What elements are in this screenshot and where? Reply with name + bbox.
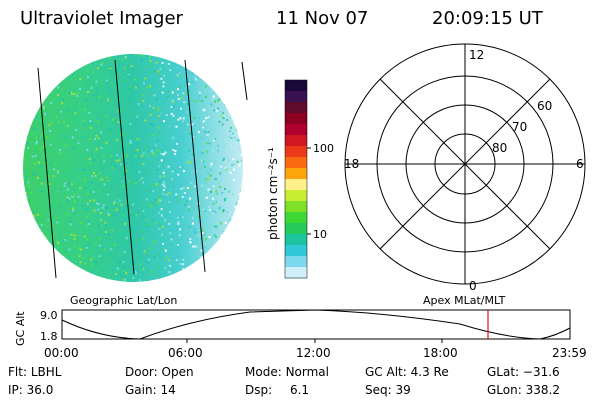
longitude-line-3 <box>184 59 206 273</box>
timeline-left-label: Geographic Lat/Lon <box>70 294 177 307</box>
status-filter: Flt: LBHL <box>8 366 61 379</box>
timeline-ytick-9: 9.0 <box>40 309 58 322</box>
lat-label-60: 60 <box>537 99 552 113</box>
polar-diagonal-2 <box>379 78 551 250</box>
colorbar-swatch <box>285 157 307 169</box>
uv-image-disk <box>23 54 243 282</box>
mlt-label-6: 6 <box>576 157 584 171</box>
status-mode-label: Mode: <box>245 365 282 379</box>
colorbar-swatch <box>285 190 307 202</box>
timeline-ytick-1.8: 1.8 <box>40 330 58 343</box>
timeline-xtick-0000: 00:00 <box>44 346 79 360</box>
status-glat-label: GLat: <box>487 365 520 379</box>
timeline-xtick-1800: 18:00 <box>423 346 458 360</box>
longitude-line-2 <box>114 59 135 275</box>
status-mode-value: Normal <box>285 365 329 379</box>
timeline-right-label: Apex MLat/MLT <box>423 294 506 307</box>
status-gc-alt-label: GC Alt: <box>365 365 407 379</box>
status-glon-label: GLon: <box>487 383 522 397</box>
status-glat: GLat: −31.6 <box>487 366 560 379</box>
status-ip-label: IP: <box>8 383 23 397</box>
longitude-line-1 <box>37 67 57 279</box>
colorbar-unit-label: photon cm⁻²s⁻¹ <box>266 147 280 240</box>
timeline-xtick-1200: 12:00 <box>296 346 331 360</box>
colorbar-swatch <box>285 267 307 279</box>
colorbar-swatch <box>285 91 307 103</box>
status-filter-value: LBHL <box>30 365 62 379</box>
colorbar-swatch <box>285 234 307 246</box>
colorbar-label-100: 100 <box>313 142 334 155</box>
altitude-timeline: 9.0 1.8 GC Alt Geographic Lat/Lon Apex M… <box>14 294 587 360</box>
status-mode: Mode: Normal <box>245 366 329 379</box>
status-gain-value: 14 <box>160 383 176 397</box>
mlt-label-0: 0 <box>469 279 477 293</box>
status-door-label: Door: <box>125 365 158 379</box>
status-glon: GLon: 338.2 <box>487 384 560 397</box>
mlt-label-18: 18 <box>344 157 359 171</box>
colorbar-swatch <box>285 179 307 191</box>
colorbar-swatch <box>285 168 307 180</box>
colorbar-swatch <box>285 245 307 257</box>
timeline-ylabel: GC Alt <box>14 311 27 346</box>
colorbar-swatch <box>285 135 307 147</box>
status-dsp-label: Dsp: <box>245 383 273 397</box>
polar-grid <box>344 43 586 285</box>
timeline-xtick-2359: 23:59 <box>552 346 587 360</box>
status-ip-value: 36.0 <box>26 383 54 397</box>
status-gain-label: Gain: <box>125 383 157 397</box>
status-ip: IP: 36.0 <box>8 384 53 397</box>
colorbar-swatch <box>285 256 307 268</box>
status-seq: Seq: 39 <box>365 384 411 397</box>
timeline-xtick-0600: 06:00 <box>168 346 203 360</box>
colorbar-swatch <box>285 201 307 213</box>
status-door: Door: Open <box>125 366 194 379</box>
colorbar-frame <box>284 79 308 279</box>
status-door-value: Open <box>161 365 194 379</box>
observation-time: 20:09:15 UT <box>432 8 543 29</box>
status-gc-alt: GC Alt: 4.3 Re <box>365 366 449 379</box>
lat-label-70: 70 <box>512 120 527 134</box>
status-seq-value: 39 <box>395 383 411 397</box>
status-dsp: Dsp: 6.1 <box>245 384 309 397</box>
colorbar-swatch <box>285 146 307 158</box>
uv-image <box>23 54 248 282</box>
status-gc-alt-value: 4.3 Re <box>410 365 449 379</box>
colorbar-swatch <box>285 212 307 224</box>
colorbar-swatch <box>285 124 307 136</box>
colorbar-label-10: 10 <box>313 228 327 241</box>
colorbar: 100 10 photon cm⁻²s⁻¹ <box>266 79 334 279</box>
colorbar-swatch <box>285 80 307 92</box>
observation-date: 11 Nov 07 <box>276 8 369 29</box>
colorbar-swatch <box>285 223 307 235</box>
status-glat-value: −31.6 <box>522 365 560 379</box>
colorbar-swatch <box>285 102 307 114</box>
colorbar-swatch <box>285 113 307 125</box>
lat-label-80: 80 <box>492 141 507 155</box>
status-gain: Gain: 14 <box>125 384 176 397</box>
altitude-curve <box>61 309 571 340</box>
mlt-label-12: 12 <box>469 48 484 62</box>
instrument-title: Ultraviolet Imager <box>20 8 183 29</box>
longitude-line-4 <box>241 61 248 101</box>
status-filter-label: Flt: <box>8 365 27 379</box>
timeline-frame <box>61 309 571 340</box>
status-glon-value: 338.2 <box>525 383 560 397</box>
status-dsp-value: 6.1 <box>289 383 310 397</box>
status-seq-label: Seq: <box>365 383 392 397</box>
